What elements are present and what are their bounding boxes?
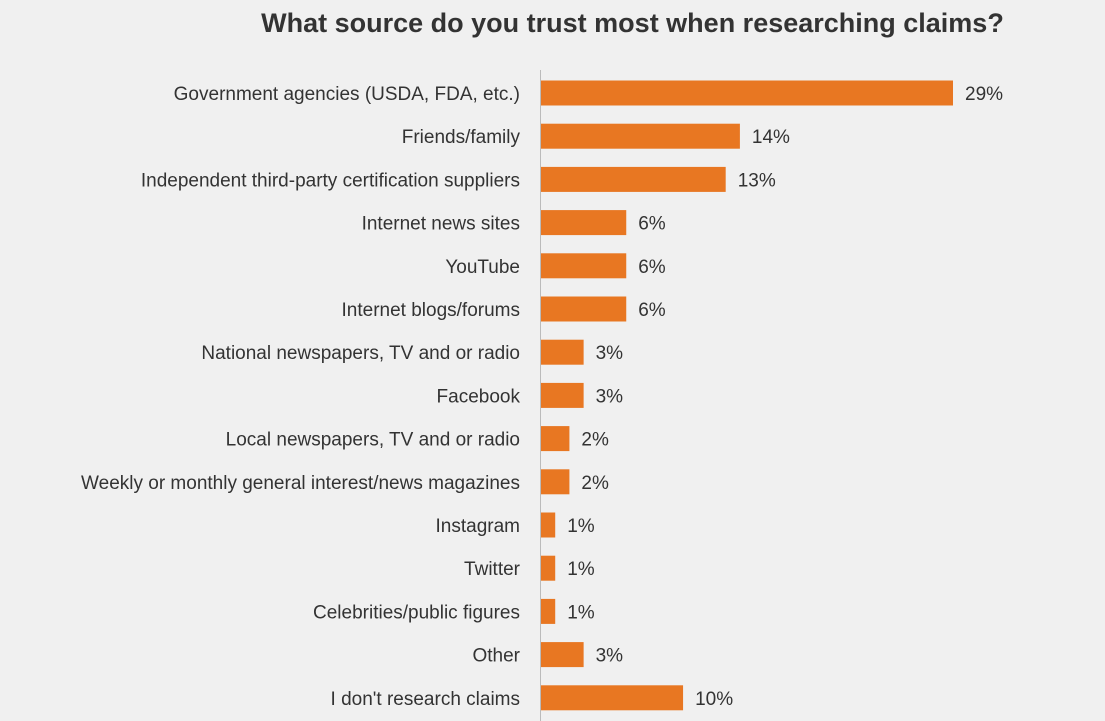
category-label: Internet news sites [362, 214, 520, 235]
bar [541, 123, 740, 149]
data-label: 6% [638, 214, 666, 235]
data-label: 1% [567, 559, 595, 580]
data-label: 29% [965, 84, 1003, 105]
category-label: Celebrities/public figures [313, 602, 520, 623]
category-label: Twitter [464, 559, 521, 580]
category-label: Internet blogs/forums [342, 300, 520, 321]
bar [541, 555, 556, 581]
data-label: 6% [638, 257, 666, 278]
category-label: Independent third-party certification su… [141, 170, 520, 191]
bar [541, 685, 684, 711]
bar [541, 382, 584, 408]
category-label: National newspapers, TV and or radio [201, 343, 520, 364]
bar [541, 512, 556, 538]
data-label: 3% [596, 646, 624, 667]
bar [541, 80, 953, 106]
category-label: YouTube [445, 257, 520, 278]
data-label: 6% [638, 300, 666, 321]
data-label: 1% [567, 602, 595, 623]
category-label: Government agencies (USDA, FDA, etc.) [174, 84, 520, 105]
data-label: 10% [695, 689, 733, 710]
bar [541, 642, 584, 668]
category-label: Instagram [436, 516, 520, 537]
category-label: I don't research claims [331, 689, 520, 710]
bar [541, 598, 556, 624]
chart-title: What source do you trust most when resea… [261, 8, 1004, 38]
data-label: 2% [581, 473, 609, 494]
bar [541, 210, 627, 236]
data-label: 3% [596, 343, 624, 364]
data-label: 13% [738, 170, 776, 191]
category-label: Facebook [437, 386, 521, 407]
bar [541, 426, 570, 452]
bar [541, 339, 584, 365]
category-label: Other [472, 646, 520, 667]
bar [541, 253, 627, 279]
data-label: 14% [752, 127, 790, 148]
data-label: 2% [581, 430, 609, 451]
category-label: Weekly or monthly general interest/news … [81, 473, 520, 494]
category-label: Friends/family [402, 127, 521, 148]
data-label: 3% [596, 386, 624, 407]
bar [541, 296, 627, 322]
bar [541, 166, 726, 192]
category-label: Local newspapers, TV and or radio [226, 430, 520, 451]
bar [541, 469, 570, 495]
data-label: 1% [567, 516, 595, 537]
